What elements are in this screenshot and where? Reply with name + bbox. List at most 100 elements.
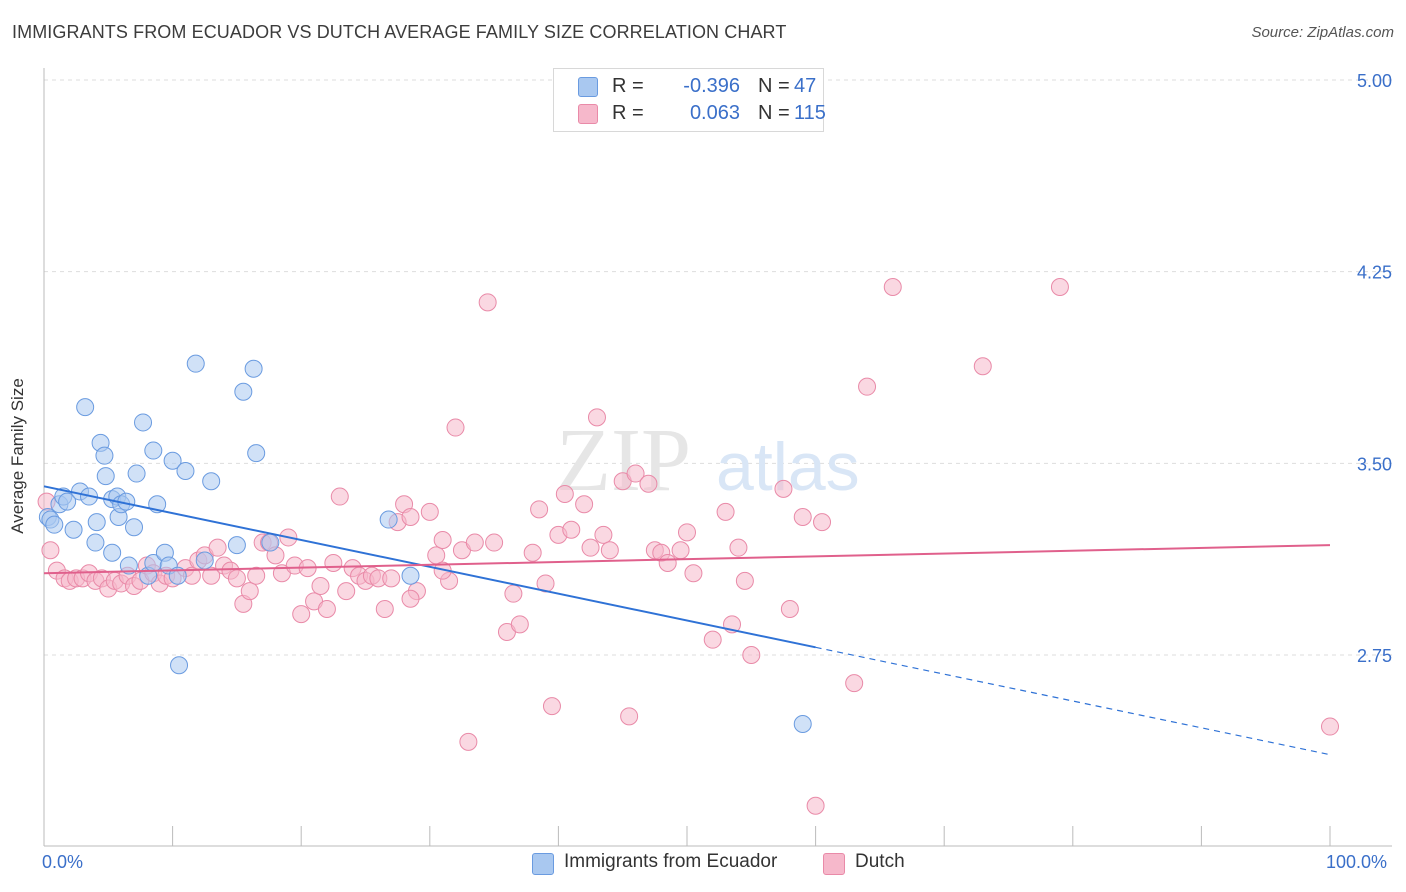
dutch-point	[292, 605, 311, 624]
y-axis-label: Average Family Size	[8, 378, 27, 534]
ecuador-point	[86, 533, 105, 552]
dutch-point	[729, 538, 748, 557]
dutch-point	[858, 377, 877, 396]
n-value: 115	[794, 102, 826, 124]
ecuador-point	[168, 566, 187, 585]
ecuador-point	[379, 510, 398, 529]
watermark-zip: ZIP	[556, 411, 691, 510]
dutch-point	[562, 520, 581, 539]
ecuador-point	[45, 515, 64, 534]
dutch-point	[639, 474, 658, 493]
dutch-point	[793, 508, 812, 526]
dutch-point	[41, 541, 60, 560]
dutch-point	[523, 543, 542, 562]
dutch-point	[1321, 717, 1339, 736]
ecuador-point	[202, 472, 221, 491]
dutch-point	[382, 569, 401, 588]
ecuador-point	[793, 715, 812, 733]
pink-swatch	[823, 853, 845, 875]
dutch-point	[658, 554, 677, 572]
source-label: Source: ZipAtlas.com	[1251, 24, 1394, 41]
dutch-point	[587, 408, 606, 427]
r-value: -0.396	[683, 75, 740, 97]
dutch-point	[330, 487, 349, 506]
dutch-point	[446, 418, 465, 437]
dutch-point	[478, 293, 497, 312]
dutch-point	[401, 589, 420, 608]
dutch-point	[671, 541, 690, 560]
dutch-point	[202, 566, 221, 585]
dutch-point	[594, 525, 613, 544]
n-label: N =	[758, 102, 790, 124]
dutch-point	[504, 584, 523, 603]
dutch-point	[742, 646, 761, 664]
ecuador-point	[96, 467, 115, 486]
ecuador-point	[134, 413, 153, 432]
y-tick-labels: 5.00 4.25 3.50 2.75	[1357, 71, 1392, 666]
dutch-point	[227, 569, 246, 588]
dutch-point	[575, 495, 594, 514]
x-tick-max: 100.0%	[1326, 852, 1388, 872]
ecuador-point	[58, 492, 77, 511]
dutch-point	[845, 674, 864, 693]
ecuador-points	[38, 354, 812, 733]
ecuador-point	[127, 464, 146, 483]
x-tick-min: 0.0%	[42, 852, 84, 872]
dutch-point	[600, 541, 619, 560]
ecuador-point	[144, 441, 163, 460]
ecuador-point	[176, 462, 195, 480]
chart-title: IMMIGRANTS FROM ECUADOR VS DUTCH AVERAGE…	[12, 22, 787, 42]
dutch-point	[337, 582, 356, 601]
dutch-point	[883, 278, 902, 296]
dutch-point	[401, 508, 420, 526]
r-label: R =	[612, 102, 644, 124]
ecuador-point	[247, 444, 266, 463]
ecuador-point	[234, 382, 253, 401]
r-value: 0.063	[689, 102, 740, 124]
dutch-point	[433, 531, 452, 549]
dutch-point	[581, 538, 600, 557]
legend-label: Dutch	[855, 851, 905, 872]
dutch-point	[311, 577, 330, 595]
dutch-point	[420, 502, 439, 521]
y-tick-label: 2.75	[1357, 646, 1392, 666]
dutch-point	[208, 538, 227, 557]
dutch-point	[620, 707, 639, 726]
dutch-point	[780, 600, 799, 618]
legend-label: Immigrants from Ecuador	[564, 851, 778, 872]
dutch-point	[510, 615, 529, 634]
dutch-point	[240, 582, 259, 601]
ecuador-point	[227, 536, 246, 555]
r-label: R =	[612, 75, 644, 97]
y-tick-label: 3.50	[1357, 454, 1392, 474]
blue-swatch	[532, 853, 554, 875]
dutch-point	[485, 533, 504, 552]
ecuador-point	[64, 520, 83, 539]
dutch-point	[1050, 278, 1069, 296]
ecuador-point	[401, 566, 420, 585]
n-label: N =	[758, 75, 790, 97]
dutch-point	[427, 546, 446, 565]
dutch-point	[555, 485, 574, 503]
dutch-point	[678, 523, 696, 542]
ecuador-point	[125, 518, 144, 537]
dutch-point	[375, 600, 394, 618]
n-value: 47	[794, 75, 817, 97]
dutch-point	[626, 464, 645, 483]
dutch-point	[684, 564, 703, 583]
dutch-point	[465, 533, 484, 552]
dutch-point	[716, 502, 735, 521]
dutch-point	[530, 500, 549, 519]
blue-swatch	[578, 77, 598, 97]
pink-swatch	[578, 104, 598, 124]
ecuador-trend-line	[43, 485, 816, 649]
watermark: ZIP atlas	[556, 411, 860, 510]
ecuador-point	[87, 513, 106, 532]
dutch-point	[703, 630, 722, 649]
ecuador-point	[244, 359, 263, 378]
ecuador-point	[163, 451, 182, 470]
dutch-point	[774, 479, 793, 498]
dutch-trend-line	[43, 544, 1331, 575]
dutch-point	[806, 796, 825, 815]
